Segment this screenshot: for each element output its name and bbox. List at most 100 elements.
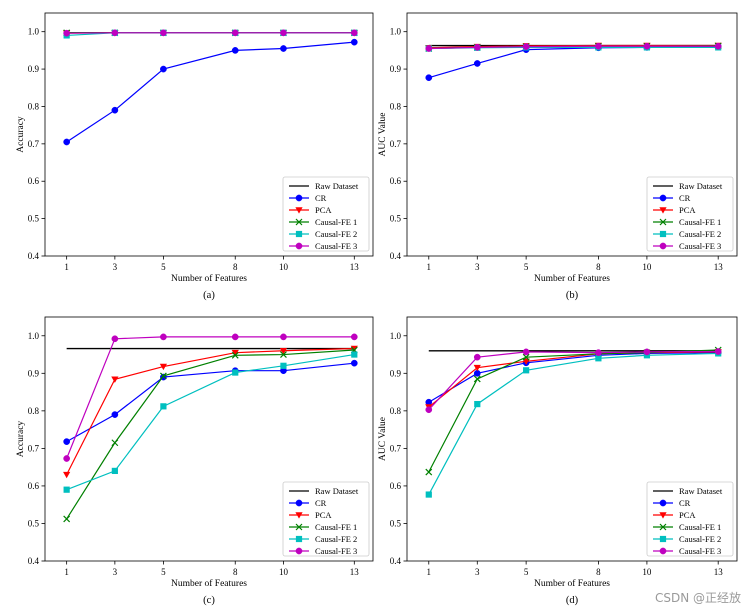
- plot-frame: [44, 12, 374, 257]
- y-tick-label: 1.0: [28, 331, 40, 341]
- y-tick-label: 0.6: [390, 176, 402, 186]
- data-point-causal-fe-3: [595, 349, 602, 357]
- x-tick-label: 1: [64, 262, 69, 272]
- data-point-cr: [350, 359, 358, 367]
- y-tick-label: 0.9: [390, 64, 402, 74]
- data-point-causal-fe-2: [643, 352, 651, 359]
- y-tick-label: 1.0: [390, 331, 402, 341]
- data-point-causal-fe-1: [280, 351, 287, 358]
- y-tick-label: 0.4: [390, 251, 402, 261]
- y-axis-label: AUC Value: [378, 113, 388, 157]
- legend-label-raw-dataset: Raw Dataset: [315, 181, 359, 191]
- data-point-causal-fe-1: [473, 375, 481, 383]
- data-point-cr: [231, 47, 239, 54]
- data-point-causal-fe-3: [425, 406, 433, 414]
- data-point-causal-fe-3: [160, 333, 167, 341]
- series-causal-fe-2: [425, 350, 722, 498]
- legend-marker-pca: [659, 207, 667, 214]
- series-line-causal-fe-3: [428, 45, 719, 50]
- y-tick-label: 0.7: [28, 139, 40, 149]
- x-tick-label: 10: [279, 567, 289, 577]
- data-point-causal-fe-3: [473, 44, 481, 51]
- legend-label-pca: PCA: [679, 510, 696, 520]
- legend-label-causal-fe-2: Causal-FE 2: [315, 229, 357, 239]
- y-tick-label: 0.5: [390, 518, 402, 528]
- data-point-causal-fe-3: [160, 29, 167, 37]
- data-point-causal-fe-2: [425, 491, 432, 498]
- data-point-causal-fe-3: [473, 353, 481, 361]
- y-axis-label: Accuracy: [16, 421, 26, 458]
- legend-marker-causal-fe-3: [295, 242, 303, 250]
- y-tick-label: 0.5: [28, 214, 40, 224]
- y-tick-label: 0.8: [390, 101, 402, 111]
- x-tick-label: 8: [596, 262, 601, 272]
- data-point-causal-fe-3: [425, 45, 433, 52]
- data-point-pca: [473, 364, 481, 372]
- y-tick-label: 0.4: [28, 251, 40, 261]
- legend-label-causal-fe-3: Causal-FE 3: [315, 546, 357, 556]
- legend-label-pca: PCA: [679, 205, 696, 215]
- data-point-cr: [63, 438, 70, 445]
- data-point-cr: [111, 106, 119, 114]
- data-point-pca: [159, 363, 168, 371]
- legend-marker-causal-fe-1: [659, 523, 667, 531]
- data-point-causal-fe-3: [714, 42, 722, 50]
- x-tick-label: 10: [279, 262, 289, 272]
- series-line-cr: [66, 362, 355, 443]
- data-point-causal-fe-3: [63, 455, 70, 462]
- y-tick-label: 0.5: [28, 518, 40, 528]
- x-tick-label: 8: [596, 567, 601, 577]
- y-tick-label: 0.4: [390, 556, 402, 566]
- legend-marker-causal-fe-3: [659, 242, 667, 250]
- series-cr: [63, 359, 358, 445]
- legend-marker-cr: [295, 194, 303, 202]
- x-tick-label: 8: [233, 567, 238, 577]
- x-tick-label: 3: [113, 262, 118, 272]
- x-tick-label: 5: [161, 262, 166, 272]
- series-line-pca: [428, 44, 719, 49]
- data-point-cr: [63, 138, 70, 146]
- series-causal-fe-3: [425, 42, 722, 52]
- series-line-cr: [66, 41, 355, 143]
- series-cr: [425, 43, 722, 82]
- data-point-causal-fe-2: [351, 351, 358, 358]
- legend: Raw Dataset CR PCA Causal-FE 1 Causal-FE 2 Ca…: [646, 176, 734, 252]
- legend-marker-cr: [659, 499, 667, 507]
- y-tick-label: 0.7: [28, 443, 40, 453]
- legend-label-cr: CR: [315, 498, 327, 508]
- data-point-causal-fe-2: [523, 367, 530, 374]
- y-tick-label: 0.6: [28, 481, 40, 491]
- y-tick-label: 0.6: [390, 481, 402, 491]
- series-causal-fe-2: [63, 29, 358, 39]
- data-point-causal-fe-1: [63, 515, 71, 523]
- y-tick-label: 0.4: [28, 556, 40, 566]
- series-line-causal-fe-3: [428, 350, 719, 411]
- y-tick-label: 0.8: [28, 101, 40, 111]
- x-tick-label: 1: [427, 262, 432, 272]
- legend-box: [282, 176, 370, 252]
- x-tick-label: 5: [161, 567, 166, 577]
- y-axis-label: Accuracy: [16, 116, 26, 153]
- data-point-causal-fe-2: [63, 486, 70, 493]
- subfigure-caption: (b): [566, 290, 579, 301]
- y-tick-label: 0.6: [28, 176, 40, 186]
- data-point-causal-fe-3: [280, 29, 287, 37]
- series-causal-fe-3: [425, 348, 722, 414]
- data-point-pca: [63, 471, 71, 479]
- legend-label-causal-fe-3: Causal-FE 3: [679, 241, 721, 251]
- legend-marker-causal-fe-2: [295, 535, 303, 543]
- data-point-causal-fe-2: [474, 400, 481, 408]
- y-tick-label: 1.0: [28, 27, 40, 37]
- data-point-cr: [425, 74, 433, 82]
- data-point-causal-fe-3: [595, 42, 602, 50]
- data-point-causal-fe-1: [425, 468, 433, 476]
- data-point-pca: [111, 376, 119, 383]
- y-tick-label: 0.7: [390, 443, 402, 453]
- legend-label-pca: PCA: [315, 205, 332, 215]
- x-tick-label: 10: [642, 262, 652, 272]
- y-tick-label: 0.9: [28, 64, 40, 74]
- data-point-causal-fe-3: [350, 29, 358, 37]
